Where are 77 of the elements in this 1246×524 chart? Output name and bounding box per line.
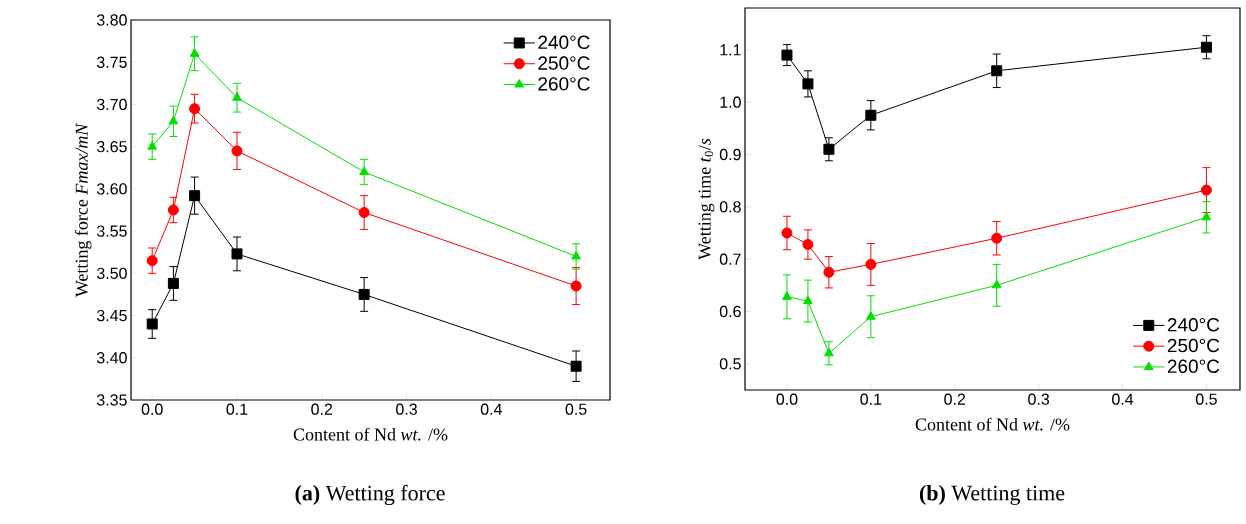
point [189,103,201,115]
legend-label: 240°C [1167,318,1220,332]
x-tick-label: 0.0 [776,393,798,405]
y-axis-title: Wetting time t$_{0}$/s [698,138,715,260]
x-tick-label: 0.5 [565,403,587,415]
point [146,318,158,330]
x-tick-label: 0.5 [1195,393,1217,405]
point [991,232,1003,244]
x-tick-label: 0.0 [141,403,163,415]
legend-label: 250°C [1167,338,1220,353]
point [1200,184,1212,196]
text: (a) Wetting force [295,484,445,506]
y-tick-label: 0.9 [719,148,741,161]
x-tick-label: 0.1 [226,403,248,415]
point [866,311,876,320]
y-tick-label: 3.55 [96,225,127,237]
y-tick-label: 3.60 [96,183,127,195]
y-tick-label: 0.6 [719,305,741,318]
y-tick-label: 0.5 [719,358,741,370]
point [232,92,242,101]
x-tick-label: 0.3 [396,403,417,415]
point [359,166,369,175]
y-tick-label: 1.1 [720,44,741,56]
point [189,48,200,57]
y-tick-label: 3.75 [96,56,127,68]
point [358,207,370,219]
y-tick-label: 3.45 [96,309,127,322]
x-axis-title: Content of Nd wt. /% [915,417,1070,431]
point [991,65,1003,77]
x-tick-label: 0.1 [860,393,882,405]
y-tick-label: 0.8 [719,201,741,213]
legend-label: 260°C [538,77,590,91]
y-tick-label: 3.40 [96,352,127,364]
point [146,255,158,267]
y-tick-label: 3.50 [96,267,127,279]
point [803,295,813,305]
x-tick-label: 0.4 [1112,393,1134,405]
y-tick-label: 0.7 [719,253,741,265]
legend-label: 240°C [538,35,590,50]
point [147,141,158,150]
point [189,190,201,202]
point [781,227,793,239]
point [824,347,834,357]
point [781,49,793,61]
point [231,145,243,157]
point [167,204,179,216]
y-tick-label: 3.65 [96,141,127,153]
point [570,360,582,372]
legend-label: 260°C [1167,359,1220,374]
y-tick-label: 1.0 [720,96,741,108]
y-tick-label: 3.80 [96,14,127,26]
point [571,250,581,260]
point [802,78,814,90]
y-axis-title: Wetting force Fmax/mN [74,122,92,298]
text: (b) Wetting time [919,484,1065,505]
point [865,258,877,270]
point [823,143,835,155]
point [1201,211,1212,221]
legend-label: 250°C [538,56,590,70]
x-tick-label: 0.2 [311,403,333,415]
point [167,277,179,289]
point [1200,41,1212,53]
point [991,279,1002,289]
x-axis-title: Content of Nd wt. /% [293,427,448,441]
point [231,248,243,260]
point [168,115,179,125]
point [358,288,370,300]
x-tick-label: 0.4 [480,403,502,415]
x-tick-label: 0.3 [1028,393,1050,405]
x-tick-label: 0.2 [944,393,966,405]
point [782,291,792,300]
point [865,109,877,121]
y-tick-label: 3.70 [96,98,127,111]
point [823,266,835,278]
point [570,280,582,292]
y-tick-label: 3.35 [96,394,127,406]
point [802,239,814,251]
